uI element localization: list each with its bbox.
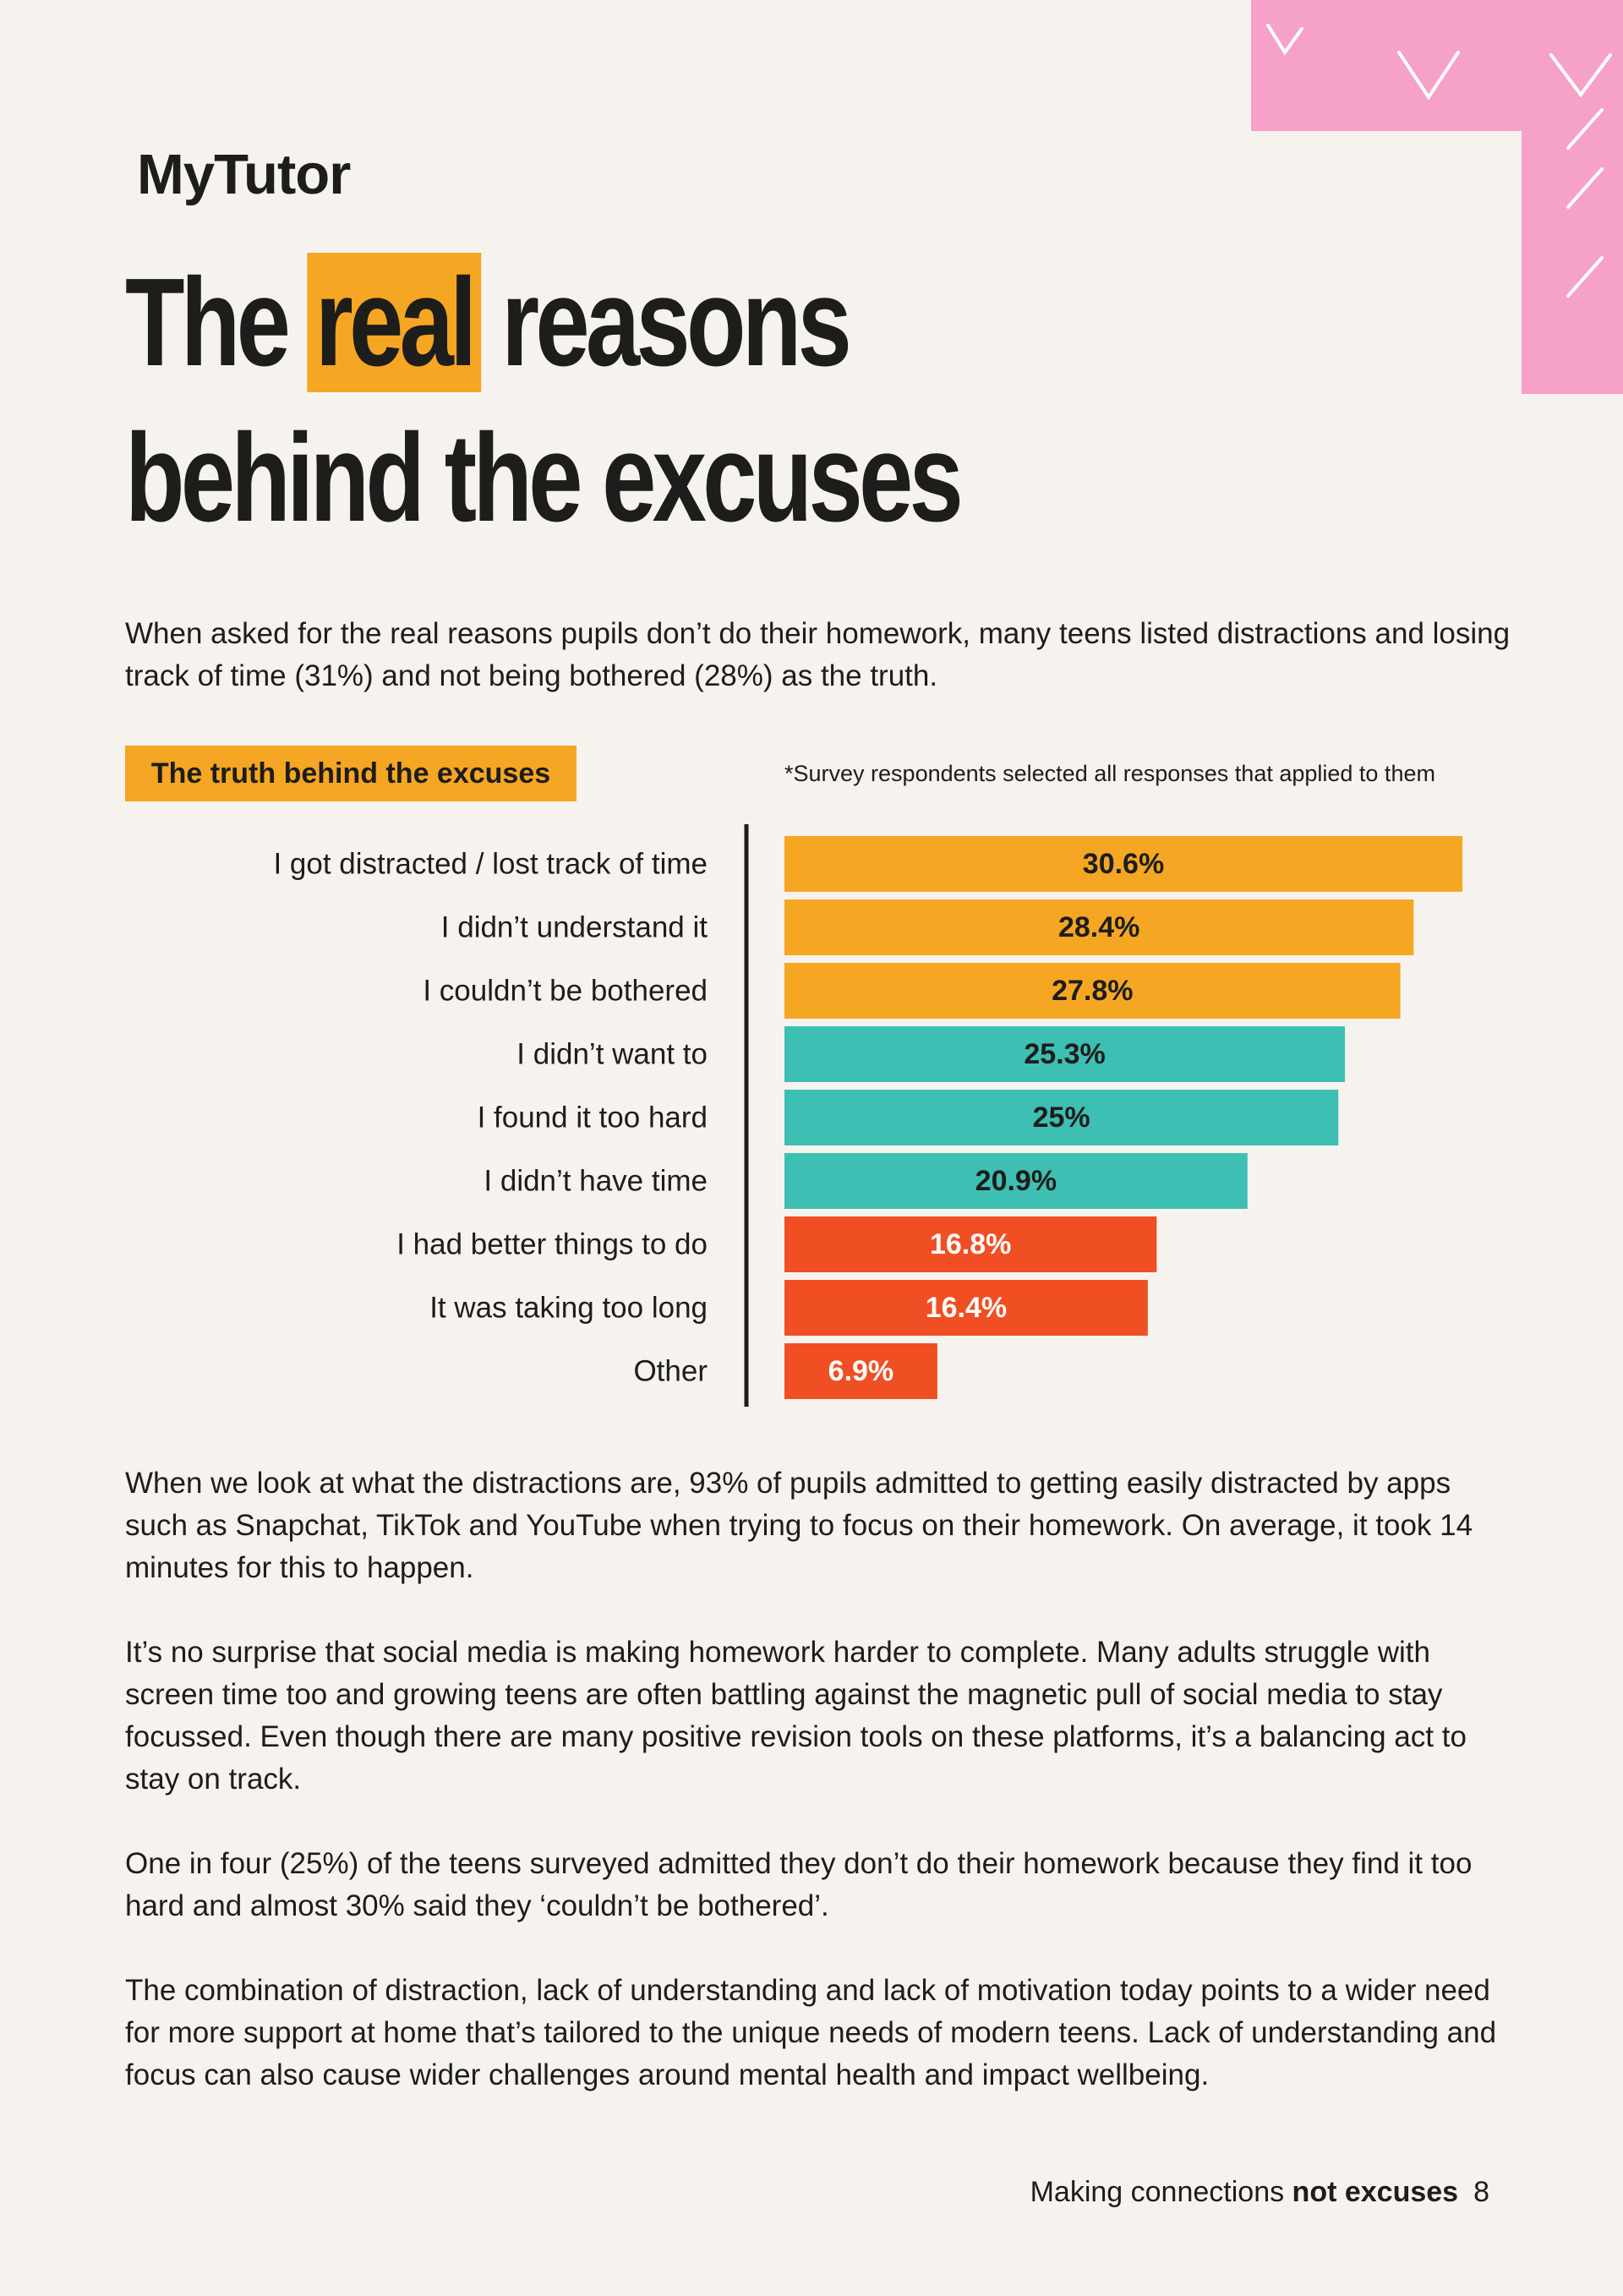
category-label-3: I didn’t want to [516, 1038, 708, 1071]
title-line-2: behind the excuses [125, 408, 964, 548]
body-paragraph-4: The combination of distraction, lack of … [125, 1974, 1497, 2091]
bar-0 [784, 836, 1462, 892]
bar-chart: I got distracted / lost track of time 30.… [273, 824, 1462, 1407]
bar-4 [784, 1090, 1339, 1145]
value-label-8: 6.9% [828, 1355, 894, 1387]
value-label-5: 20.9% [975, 1165, 1057, 1197]
value-label-0: 30.6% [1083, 848, 1164, 880]
bar-8 [784, 1343, 937, 1399]
category-label-7: It was taking too long [429, 1292, 708, 1325]
bar-6 [784, 1216, 1157, 1272]
category-label-8: Other [633, 1355, 708, 1388]
page-title: The real reasons behind the excuses [125, 245, 1114, 556]
bar-1 [784, 899, 1414, 955]
category-label-4: I found it too hard [478, 1102, 708, 1134]
body-paragraph-1: When we look at what the distractions ar… [125, 1467, 1473, 1584]
title-part-2: reasons [478, 253, 852, 392]
value-label-4: 25% [1033, 1102, 1090, 1134]
body-paragraph-2: It’s no surprise that social media is ma… [125, 1636, 1467, 1796]
chart-title-chip: The truth behind the excuses [125, 746, 577, 801]
category-label-1: I didn’t understand it [441, 911, 708, 944]
page-footer: Making connections not excuses 8 [1030, 2176, 1489, 2209]
title-line-1: The real reasons [125, 245, 1114, 401]
category-label-6: I had better things to do [396, 1228, 708, 1261]
intro-paragraph: When asked for the real reasons pupils d… [125, 617, 1511, 692]
category-label-2: I couldn’t be bothered [423, 975, 708, 1008]
mytutor-logo: MyTutor [137, 143, 351, 206]
footer-bold-text: not excuses [1292, 2176, 1459, 2208]
footer-text: Making connections [1030, 2176, 1292, 2208]
survey-note: *Survey respondents selected all respons… [784, 761, 1435, 786]
category-label-5: I didn’t have time [484, 1165, 708, 1198]
page-number: 8 [1473, 2176, 1489, 2208]
pink-decoration [1251, 0, 1623, 394]
title-part-1: The [125, 253, 310, 392]
bar-5 [784, 1153, 1248, 1209]
body-paragraph-3: One in four (25%) of the teens surveyed … [125, 1847, 1473, 1922]
value-label-2: 27.8% [1052, 975, 1133, 1007]
value-label-1: 28.4% [1058, 911, 1139, 943]
value-label-7: 16.4% [926, 1292, 1007, 1324]
value-label-3: 25.3% [1024, 1038, 1105, 1070]
value-label-6: 16.8% [930, 1228, 1011, 1260]
title-highlight: real [307, 253, 481, 392]
bar-7 [784, 1280, 1148, 1336]
bar-3 [784, 1026, 1346, 1082]
bar-2 [784, 963, 1401, 1019]
category-label-0: I got distracted / lost track of time [273, 848, 708, 881]
